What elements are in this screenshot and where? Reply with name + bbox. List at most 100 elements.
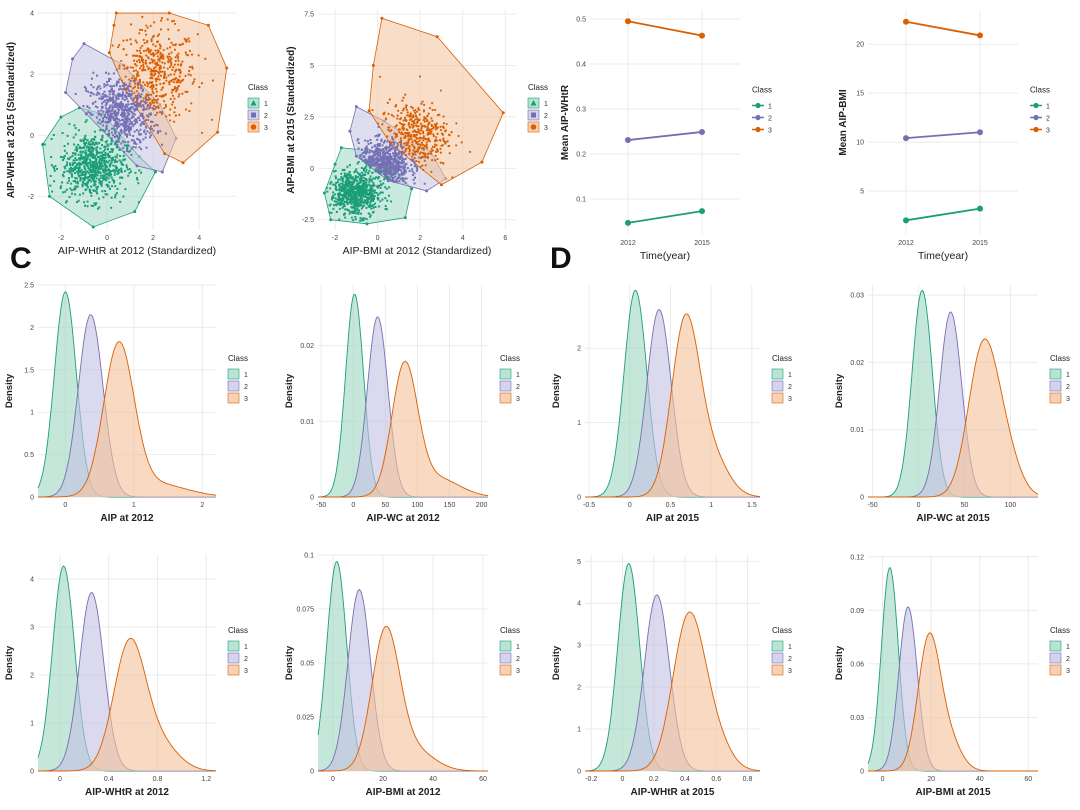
data-point-class-1 [79,179,82,182]
data-point-class-1 [344,208,347,211]
data-point-class-2 [125,117,128,120]
data-point-class-1 [82,156,85,159]
data-point-class-2 [398,180,401,183]
data-point-class-2 [413,162,416,165]
legend-key [771,368,784,380]
data-point-class-1 [342,205,345,208]
data-point-class-3 [419,165,422,168]
data-point-class-1 [103,145,106,148]
data-point-class-2 [135,96,138,99]
density-area-class-1 [585,563,760,771]
data-point-class-2 [394,172,397,175]
data-point-class-1 [92,137,95,140]
data-point-class-2 [399,144,402,147]
data-point-class-1 [93,176,96,179]
legend-label: 2 [768,116,772,123]
data-point-class-1 [363,204,366,207]
data-point-class-1 [67,142,70,145]
data-point-class-1 [64,190,67,193]
data-point-class-1 [328,211,331,214]
data-point-class-2 [101,105,104,108]
x-tick-label: 40 [976,776,984,783]
data-point-class-2 [400,169,403,172]
data-point-class-1 [329,182,332,185]
data-point-class-3 [138,49,141,52]
data-point-class-3 [149,76,152,80]
data-point-class-1 [109,174,112,177]
data-point-class-1 [363,173,366,176]
data-point-class-1 [358,186,361,189]
data-point-class-2 [95,93,98,96]
data-point-class-3 [139,46,142,49]
y-tick-label: 0.025 [296,715,314,722]
data-point-class-2 [100,114,103,117]
data-point-class-2 [145,98,148,101]
data-point-class-3 [428,106,432,110]
x-tick-label: 1.2 [201,776,211,783]
data-point-class-1 [343,168,346,171]
data-point-class-2 [381,158,384,161]
data-point-class-3 [172,19,176,22]
x-axis-title: AIP-WC at 2012 [366,513,440,524]
data-point-class-1 [104,168,107,171]
data-point-class-3 [434,150,438,153]
x-tick-label: 2 [418,235,422,242]
legend-label: 2 [516,656,520,663]
data-point-class-2 [135,128,138,131]
y-tick-label: 2 [30,673,34,680]
data-point-class-3 [412,153,415,156]
data-point-class-1 [334,177,337,180]
data-point-class-1 [101,157,104,160]
data-point-class-1 [94,175,97,178]
series-line-3 [905,20,981,37]
data-point-class-1 [370,207,373,210]
data-point-class-2 [379,152,382,155]
x-tick-label: -2 [58,235,64,242]
y-axis-title: AIP-BMI at 2015 (Standardized) [286,46,297,193]
y-tick-label: 2.5 [304,114,314,121]
data-point-class-2 [406,167,409,170]
data-point-class-1 [114,185,117,188]
data-point-class-2 [360,148,363,151]
data-point-class-1 [357,188,360,191]
data-point-class-1 [326,190,329,193]
x-tick-label: 200 [476,502,488,509]
data-point-class-2 [153,124,156,127]
data-point-class-2 [126,125,129,128]
data-point-class-2 [122,104,125,107]
data-point-class-1 [348,190,351,193]
data-point-class-1 [99,176,102,179]
data-point-class-1 [371,197,374,200]
data-point-class-1 [138,169,141,172]
data-point-class-2 [393,172,396,175]
data-point-class-2 [121,97,124,100]
data-point-class-2 [133,119,136,122]
data-point-class-3 [403,123,406,126]
data-point-class-1 [347,183,350,186]
data-point-class-3 [414,109,417,112]
data-point-class-1 [71,162,74,165]
data-point-class-2 [95,116,98,119]
data-point-class-1 [369,187,372,190]
data-point-class-1 [84,156,87,159]
data-point-class-2 [401,162,404,165]
data-point-class-1 [365,160,368,163]
data-point-class-3 [188,49,192,52]
data-point-class-1 [68,177,71,180]
hull-vertex [439,183,443,187]
data-point-class-3 [178,113,181,116]
data-point-class-3 [178,93,181,96]
data-point-class-2 [128,82,131,85]
data-point-class-3 [424,145,427,148]
data-point-class-3 [394,105,397,108]
x-tick-label: 0.5 [666,502,676,509]
data-point-class-2 [374,135,377,138]
data-point-class-1 [380,170,383,173]
y-tick-label: 0.09 [850,608,864,615]
data-point-class-3 [158,78,161,81]
data-point-class-2 [389,152,392,155]
data-point-class-2 [378,158,381,161]
data-point-class-1 [365,196,368,199]
data-point-class-2 [123,127,126,130]
y-tick-label: 0.12 [850,554,864,561]
